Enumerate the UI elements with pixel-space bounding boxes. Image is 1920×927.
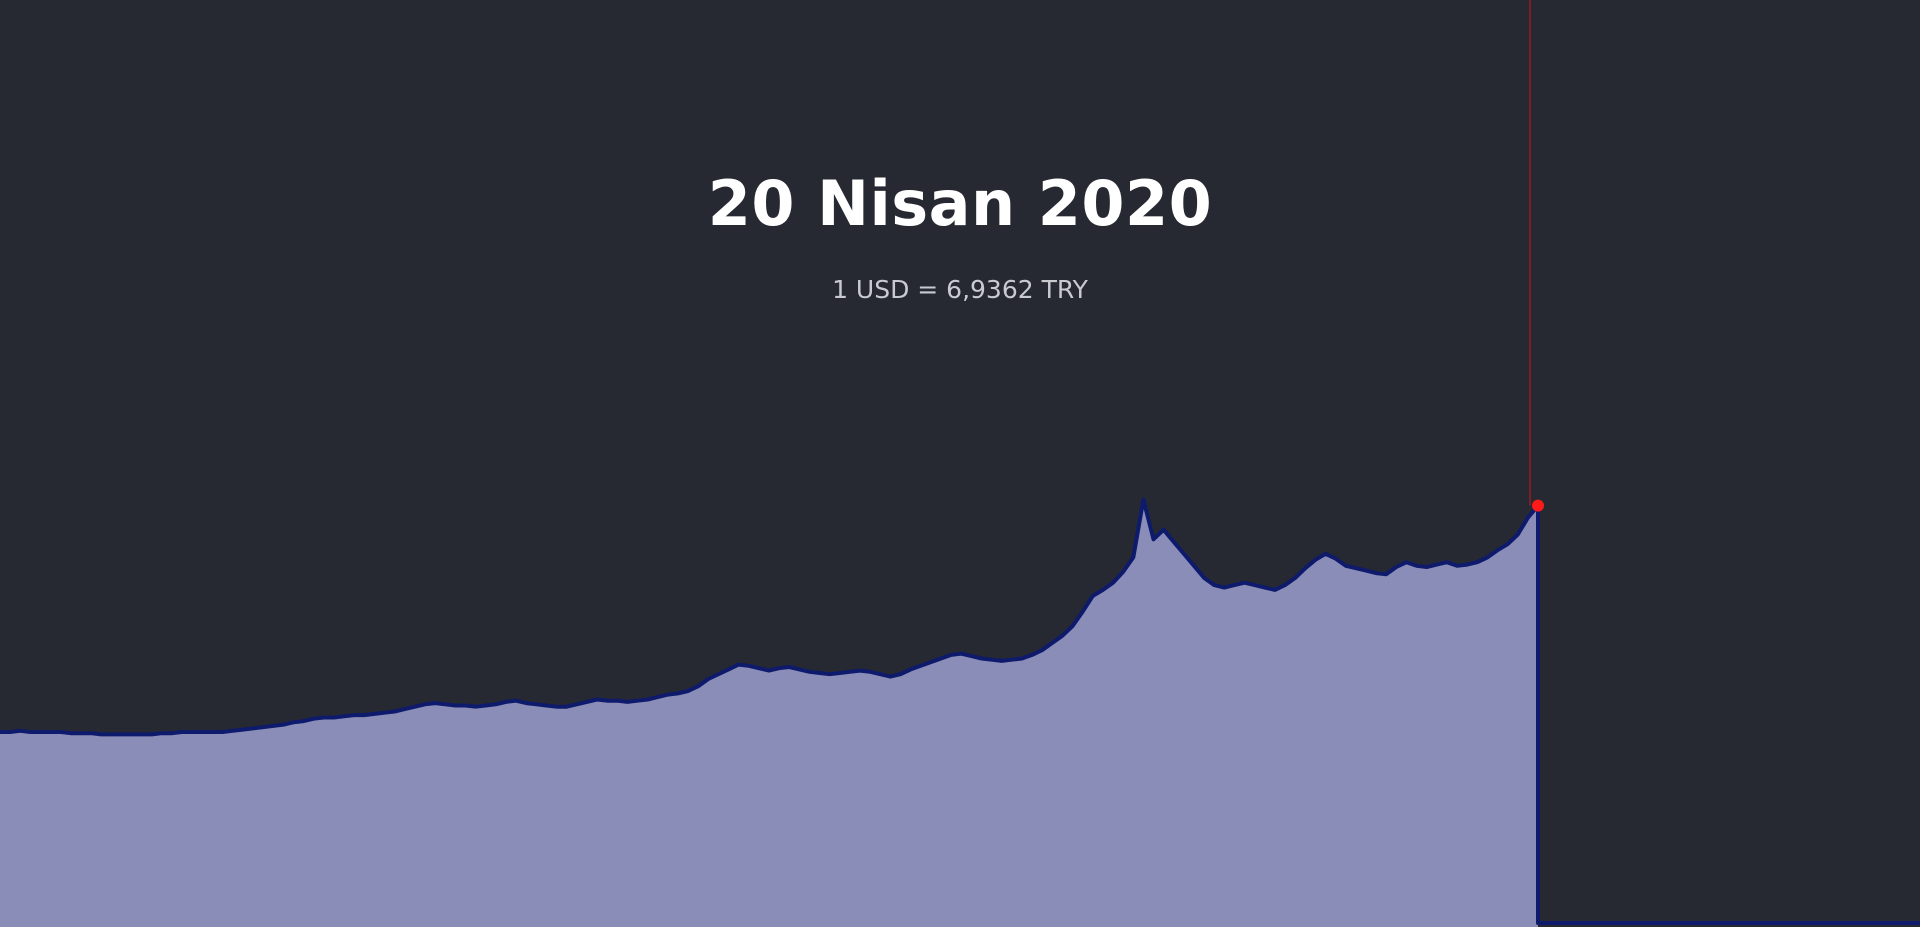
hover-point-marker <box>1532 499 1544 512</box>
hovered-date-title: 20 Nisan 2020 <box>707 167 1213 240</box>
series-line <box>0 497 1920 925</box>
area-fill <box>0 499 1538 927</box>
hovered-rate-value: 1 USD = 6,9362 TRY <box>832 275 1088 304</box>
